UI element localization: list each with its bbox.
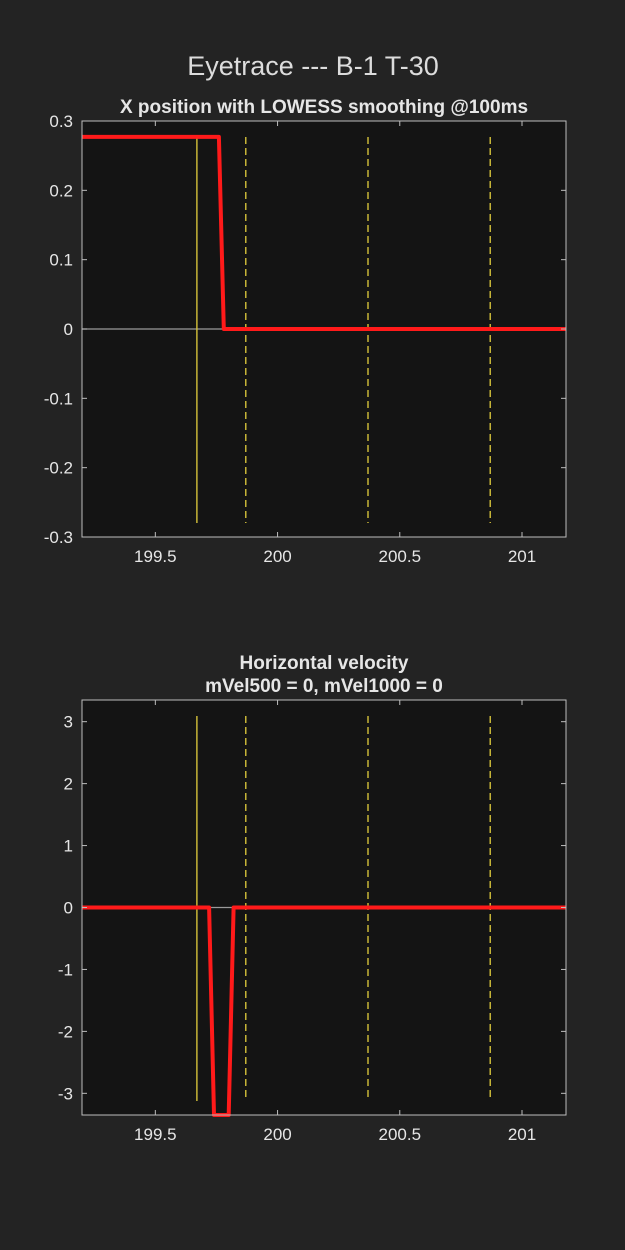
velocity-ytick-label: 0 xyxy=(64,899,73,918)
position-xtick-label: 200.5 xyxy=(379,547,422,566)
velocity-ytick-label: -2 xyxy=(58,1022,73,1041)
position-ytick-label: 0 xyxy=(64,320,73,339)
velocity-xtick-label: 200.5 xyxy=(379,1125,422,1144)
position-trace-line-0 xyxy=(82,134,566,331)
velocity-axes-title: Horizontal velocity xyxy=(240,653,409,674)
figure-title: Eyetrace --- B-1 T-30 xyxy=(187,51,439,81)
velocity-xtick-label: 201 xyxy=(508,1125,536,1144)
velocity-ytick-label: -3 xyxy=(58,1084,73,1103)
position-ytick-label: 0.2 xyxy=(49,181,73,200)
velocity-ytick-label: 3 xyxy=(64,713,73,732)
velocity-ytick-label: 1 xyxy=(64,837,73,856)
position-xtick-label: 201 xyxy=(508,547,536,566)
velocity-xtick-label: 199.5 xyxy=(134,1125,177,1144)
velocity-ytick-label: -1 xyxy=(58,960,73,979)
position-ytick-label: -0.2 xyxy=(44,459,73,478)
position-ytick-label: -0.3 xyxy=(44,528,73,547)
position-axes-title: X position with LOWESS smoothing @100ms xyxy=(120,97,528,118)
position-axes: X position with LOWESS smoothing @100ms 0… xyxy=(44,97,567,566)
velocity-ytick-label: 2 xyxy=(64,775,73,794)
position-xtick-label: 199.5 xyxy=(134,547,177,566)
position-ytick-label: 0.1 xyxy=(49,251,73,270)
position-ytick-label: 0.3 xyxy=(49,112,73,131)
velocity-xtick-label: 200 xyxy=(263,1125,291,1144)
position-xtick-label: 200 xyxy=(263,547,291,566)
position-ytick-label: -0.1 xyxy=(44,389,73,408)
velocity-axes-subtitle: mVel500 = 0, mVel1000 = 0 xyxy=(205,676,443,697)
